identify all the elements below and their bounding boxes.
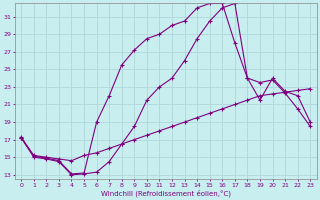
X-axis label: Windchill (Refroidissement éolien,°C): Windchill (Refroidissement éolien,°C) bbox=[101, 189, 231, 197]
